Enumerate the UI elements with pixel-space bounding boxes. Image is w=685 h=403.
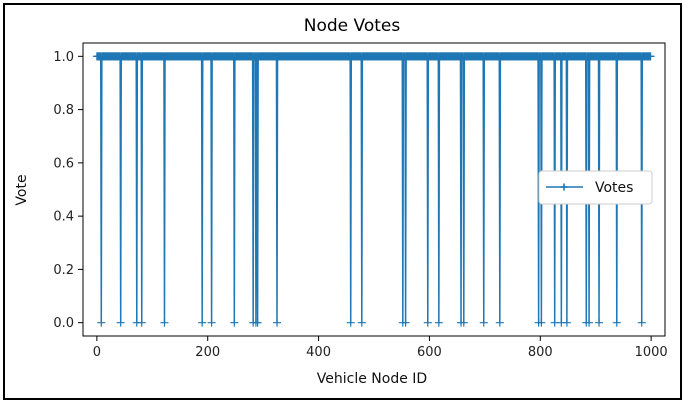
data-point-marker [198,318,207,327]
chart-frame: Node Votes 0 200 400 600 800 1000 0.0 0.2 0.4 0.6… [3,3,682,400]
data-point-marker [253,318,262,327]
data-point-marker [346,318,355,327]
chart-canvas: Node Votes 0 200 400 600 800 1000 0.0 0.2 0.4 0.6… [14,16,668,387]
y-tick-label: 0.6 [53,156,74,171]
legend-box [538,170,653,205]
legend-label-votes: Votes [595,180,633,196]
y-tick-label: 1.0 [53,50,74,65]
x-tick-label: 600 [417,345,442,360]
data-point-marker [137,318,146,327]
legend: Votes [538,170,653,205]
data-point-marker [160,318,169,327]
x-tick-label: 400 [306,345,331,360]
data-point-marker [612,318,621,327]
x-tick-label: 800 [528,345,553,360]
data-point-marker [637,318,646,327]
data-point-marker [273,318,281,327]
data-point-marker [423,318,432,327]
data-point-marker [562,318,571,327]
data-point-marker [207,318,216,327]
y-tick-label: 0.2 [53,263,74,278]
data-point-marker [116,318,125,327]
x-tick-label: 0 [93,345,101,360]
chart-title: Node Votes [304,16,401,36]
y-tick-label: 0.4 [53,210,74,225]
x-axis-label: Vehicle Node ID [317,371,427,387]
data-point-marker [585,318,594,327]
data-point-marker [401,318,410,327]
data-point-marker [434,318,443,327]
data-point-marker [495,318,504,327]
plot-area [92,52,655,327]
y-tick-label: 0.0 [53,316,74,331]
data-point-marker [357,318,366,327]
y-axis-label: Vote [14,174,30,205]
data-point-marker [97,318,106,327]
data-point-marker [646,52,655,61]
data-point-marker [459,318,468,327]
data-point-marker [479,318,488,327]
series-markers [92,52,655,327]
legend-marker-plus-icon [560,183,568,191]
data-point-marker [230,318,239,327]
data-point-marker [537,318,546,327]
x-tick-label: 1000 [635,345,668,360]
x-tick-label: 200 [195,345,220,360]
plot-border [82,42,666,337]
y-tick-label: 0.8 [53,103,74,118]
data-point-marker [595,318,604,327]
axes: 0 200 400 600 800 1000 0.0 0.2 0.4 0.6 0.8 1.0 [53,42,668,360]
